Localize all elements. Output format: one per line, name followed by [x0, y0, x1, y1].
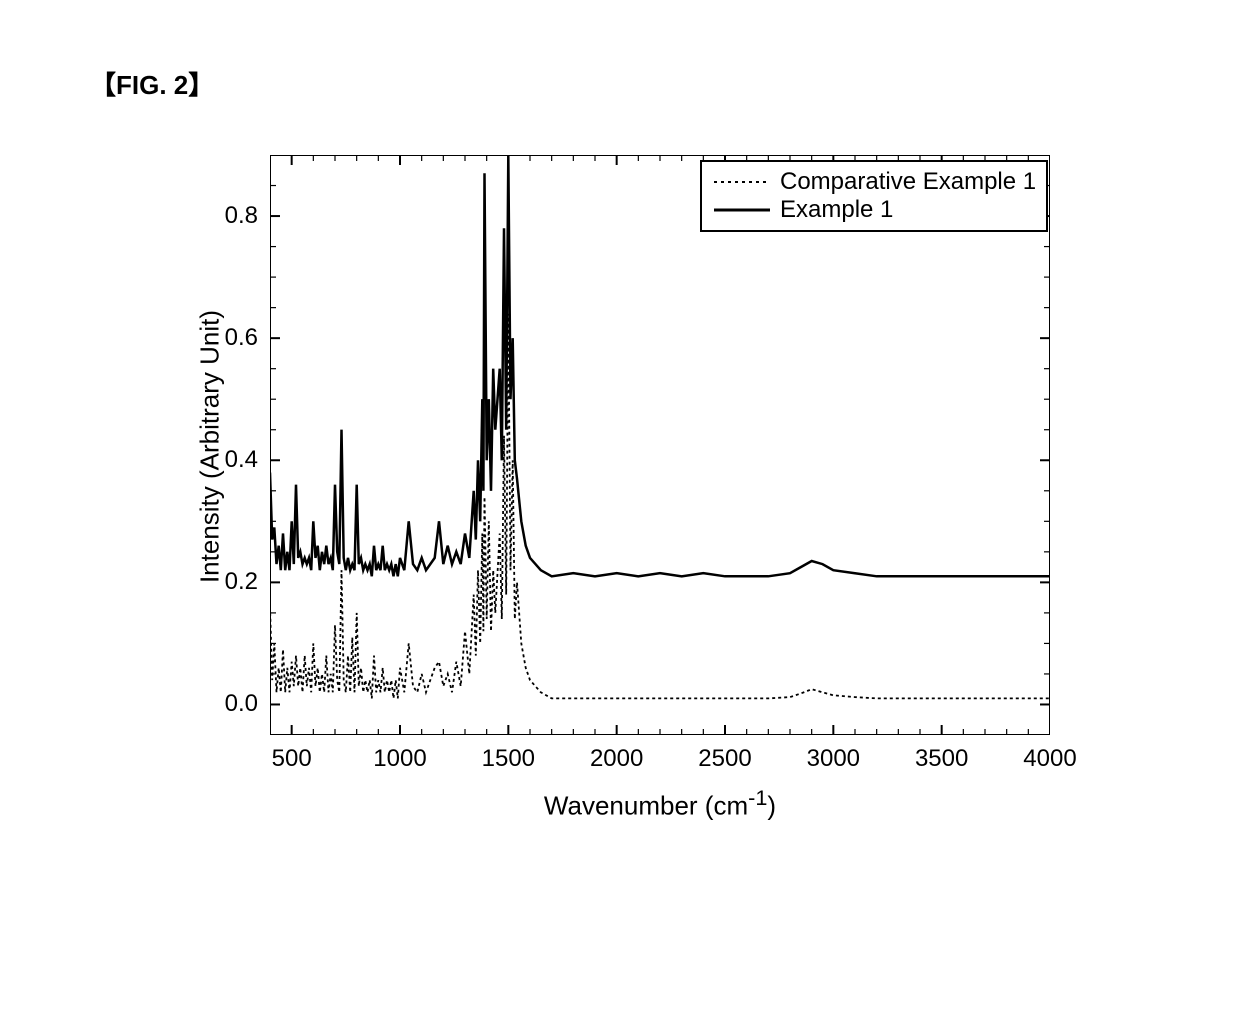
- y-tick-label: 0.2: [225, 568, 258, 596]
- legend-swatch-icon: [712, 172, 772, 192]
- series-comparative-example-1: [270, 314, 1050, 699]
- y-axis-label: Intensity (Arbitrary Unit): [195, 247, 226, 647]
- x-axis-label-super: -1: [748, 785, 767, 810]
- legend-swatch-icon: [712, 200, 772, 220]
- x-tick-label: 500: [262, 745, 322, 773]
- legend-item: Example 1: [712, 196, 1036, 224]
- chart-container: [270, 155, 1050, 735]
- x-axis-label-suffix: ): [767, 791, 776, 821]
- chart-svg: [270, 155, 1050, 735]
- x-tick-label: 3500: [912, 745, 972, 773]
- x-tick-label: 2000: [587, 745, 647, 773]
- y-tick-label: 0.0: [225, 690, 258, 718]
- x-axis-label: Wavenumber (cm-1): [460, 785, 860, 822]
- legend-item: Comparative Example 1: [712, 168, 1036, 196]
- page: 【FIG. 2】 Intensity (Arbitrary Unit) Wave…: [0, 0, 1240, 1024]
- y-tick-label: 0.4: [225, 446, 258, 474]
- chart-legend: Comparative Example 1Example 1: [700, 160, 1048, 232]
- x-tick-label: 1500: [478, 745, 538, 773]
- x-tick-label: 3000: [803, 745, 863, 773]
- x-tick-label: 4000: [1020, 745, 1080, 773]
- figure-label: 【FIG. 2】: [90, 65, 214, 102]
- x-tick-label: 2500: [695, 745, 755, 773]
- legend-label: Example 1: [780, 196, 893, 224]
- legend-label: Comparative Example 1: [780, 168, 1036, 196]
- x-axis-label-main: Wavenumber (cm: [544, 791, 748, 821]
- x-tick-label: 1000: [370, 745, 430, 773]
- y-tick-label: 0.6: [225, 324, 258, 352]
- y-tick-label: 0.8: [225, 202, 258, 230]
